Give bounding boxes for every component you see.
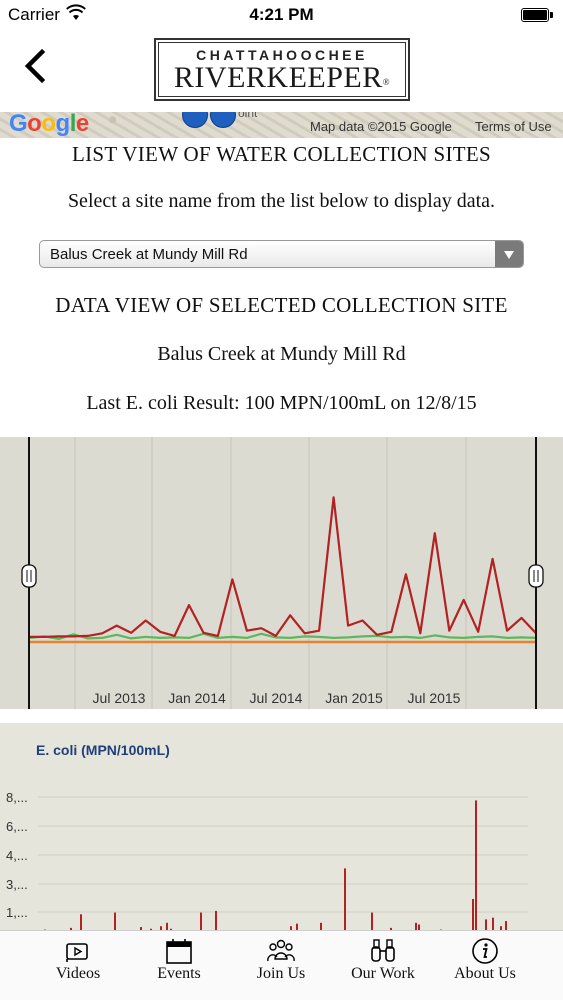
- status-bar: Carrier 4:21 PM: [0, 0, 563, 30]
- bar: [500, 926, 502, 933]
- clock: 4:21 PM: [249, 5, 314, 24]
- last-result-text: Last E. coli Result: 100 MPN/100mL on 12…: [86, 392, 477, 414]
- bar: [418, 924, 420, 933]
- y-axis-title: E. coli (MPN/100mL): [36, 742, 170, 758]
- bar: [415, 922, 417, 933]
- site-select-value: Balus Creek at Mundy Mill Rd: [50, 246, 248, 263]
- tab-label: Join Us: [256, 965, 306, 982]
- tab-label: Events: [157, 965, 201, 982]
- carrier-label: Carrier: [8, 5, 60, 24]
- list-view-title: LIST VIEW OF WATER COLLECTION SITES: [71, 142, 492, 166]
- y-tick-label: 1,...: [6, 905, 28, 920]
- y-tick-label: 6,...: [6, 819, 28, 834]
- x-tick-label: Jan 2014: [168, 690, 226, 706]
- bar: [166, 922, 168, 933]
- logo-line2: RIVERKEEPER®: [173, 61, 391, 94]
- map-place-label: oint: [238, 112, 258, 120]
- map-attribution: Map data ©2015 Google: [310, 119, 452, 134]
- x-tick-label: Jul 2013: [93, 690, 146, 706]
- registered-mark: ®: [382, 77, 391, 87]
- info-icon: [472, 938, 498, 964]
- bar: [371, 912, 373, 933]
- logo-line1: CHATTAHOOCHEE: [196, 47, 368, 63]
- y-tick-label: 3,...: [6, 877, 28, 892]
- x-tick-label: Jul 2015: [408, 690, 461, 706]
- tab-videos[interactable]: Videos: [28, 931, 128, 1000]
- google-logo: Google: [9, 112, 89, 137]
- x-tick-label: Jul 2014: [250, 690, 303, 706]
- list-instructions: Select a site name from the list below t…: [67, 190, 496, 212]
- x-tick-label: Jan 2015: [325, 690, 383, 706]
- bar: [472, 899, 474, 933]
- bar: [344, 868, 346, 933]
- bar: [114, 912, 116, 933]
- tab-label: Videos: [55, 965, 101, 982]
- site-select[interactable]: Balus Creek at Mundy Mill Rd: [39, 240, 524, 268]
- battery-icon: [521, 8, 553, 22]
- bar: [200, 912, 202, 933]
- tab-about-us[interactable]: About Us: [435, 931, 535, 1000]
- right-range-handle[interactable]: [528, 564, 544, 588]
- bar: [296, 923, 298, 933]
- terms-of-use-link[interactable]: Terms of Use: [475, 119, 552, 134]
- red-series-line: [30, 496, 537, 638]
- bar: [215, 910, 217, 933]
- app-header: CHATTAHOOCHEE RIVERKEEPER®: [0, 30, 563, 112]
- bar: [485, 919, 487, 933]
- map-view[interactable]: Google oint Map data ©2015 Google Terms …: [0, 112, 563, 138]
- dropdown-arrow-icon[interactable]: [495, 241, 523, 267]
- back-chevron-icon[interactable]: [18, 44, 58, 88]
- riverkeeper-logo: CHATTAHOOCHEE RIVERKEEPER®: [154, 38, 410, 101]
- bar: [492, 917, 494, 933]
- tab-join-us[interactable]: Join Us: [231, 931, 331, 1000]
- timeseries-overview-chart[interactable]: Jul 2013 Jan 2014 Jul 2014 Jan 2015 Jul 2015: [0, 437, 563, 709]
- tab-label: Our Work: [351, 965, 415, 982]
- y-tick-label: 8,...: [6, 790, 28, 805]
- binoculars-icon: [371, 939, 395, 962]
- data-view-title: DATA VIEW OF SELECTED COLLECTION SITE: [55, 293, 508, 317]
- ecoli-bar-chart[interactable]: E. coli (MPN/100mL) 8,... 6,... 4,... 3,... 1…: [0, 723, 563, 933]
- video-icon: [66, 943, 88, 962]
- tab-label: About Us: [454, 965, 516, 982]
- bar: [505, 921, 507, 933]
- bar: [320, 922, 322, 933]
- bar: [475, 800, 477, 933]
- tab-events[interactable]: Events: [129, 931, 229, 1000]
- left-range-handle[interactable]: [21, 564, 37, 588]
- bar: [290, 926, 292, 933]
- tab-our-work[interactable]: Our Work: [333, 931, 433, 1000]
- y-tick-label: 4,...: [6, 848, 28, 863]
- bar: [80, 914, 82, 933]
- tab-bar: Videos Events Join Us Our Work: [0, 930, 563, 1000]
- green-series-line: [29, 632, 537, 640]
- wifi-icon: [66, 4, 86, 20]
- selected-site-name: Balus Creek at Mundy Mill Rd: [157, 343, 406, 365]
- people-icon: [267, 939, 295, 962]
- bar: [160, 926, 162, 933]
- calendar-icon: [166, 939, 192, 964]
